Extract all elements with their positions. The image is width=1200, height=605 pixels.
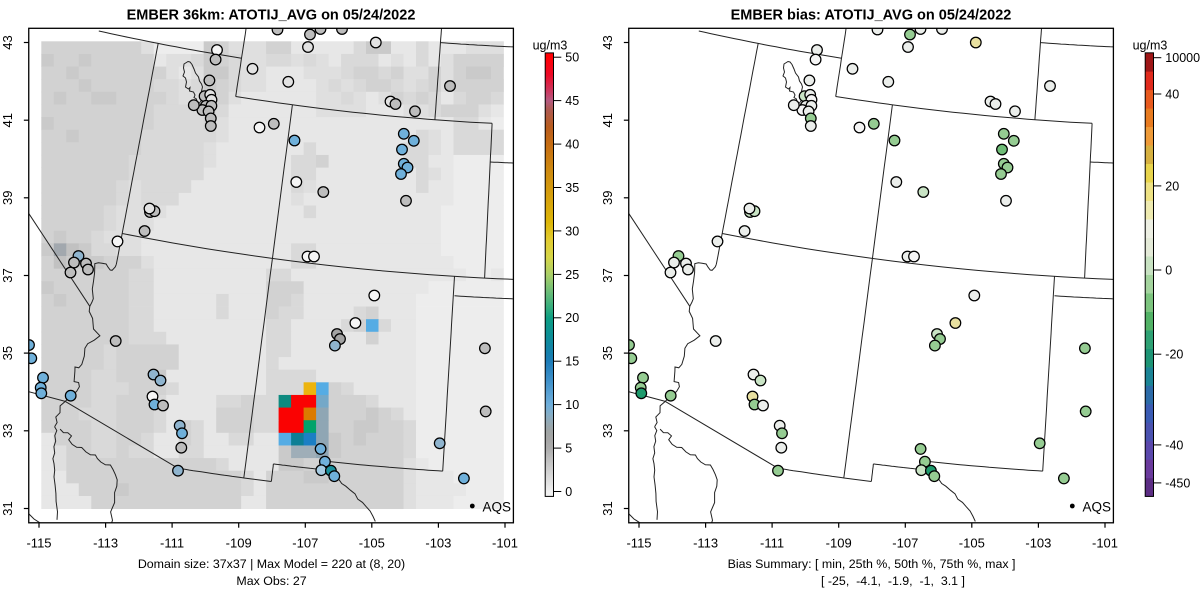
svg-text:20: 20 bbox=[565, 311, 579, 325]
svg-text:-450: -450 bbox=[1165, 476, 1190, 490]
svg-text:-103: -103 bbox=[1025, 535, 1051, 550]
svg-text:33: 33 bbox=[0, 424, 15, 438]
svg-text:31: 31 bbox=[600, 501, 615, 515]
svg-text:-109: -109 bbox=[826, 535, 852, 550]
svg-text:-107: -107 bbox=[292, 535, 318, 550]
svg-text:-105: -105 bbox=[959, 535, 985, 550]
svg-text:31: 31 bbox=[0, 501, 15, 515]
svg-text:ug/m3: ug/m3 bbox=[1133, 39, 1168, 53]
svg-text:41: 41 bbox=[600, 113, 615, 127]
svg-text:37: 37 bbox=[600, 268, 615, 282]
svg-text:-113: -113 bbox=[93, 535, 118, 550]
svg-text:-101: -101 bbox=[492, 535, 518, 550]
svg-text:EMBER 36km: ATOTIJ_AVG on 05/2: EMBER 36km: ATOTIJ_AVG on 05/24/2022 bbox=[127, 7, 416, 23]
svg-text:35: 35 bbox=[565, 181, 579, 195]
svg-text:-40: -40 bbox=[1165, 438, 1183, 452]
svg-text:-107: -107 bbox=[892, 535, 918, 550]
svg-text:-111: -111 bbox=[760, 535, 784, 550]
svg-text:40: 40 bbox=[1165, 87, 1179, 101]
svg-text:20: 20 bbox=[1165, 179, 1179, 193]
svg-text:EMBER bias: ATOTIJ_AVG on 05/2: EMBER bias: ATOTIJ_AVG on 05/24/2022 bbox=[731, 7, 1012, 23]
svg-text:30: 30 bbox=[565, 224, 579, 238]
svg-text:-115: -115 bbox=[26, 535, 51, 550]
svg-text:-113: -113 bbox=[693, 535, 718, 550]
svg-text:10: 10 bbox=[565, 398, 579, 412]
svg-text:40: 40 bbox=[565, 138, 579, 152]
svg-text:0: 0 bbox=[565, 485, 572, 499]
svg-text:-103: -103 bbox=[425, 535, 451, 550]
svg-text:Bias Summary: [ min, 25th %, 5: Bias Summary: [ min, 25th %, 50th %, 75t… bbox=[728, 557, 1016, 571]
svg-text:-101: -101 bbox=[1092, 535, 1118, 550]
svg-text:AQS: AQS bbox=[1083, 499, 1112, 514]
svg-text:Max Obs: 27: Max Obs: 27 bbox=[236, 574, 306, 588]
svg-text:35: 35 bbox=[0, 346, 15, 360]
svg-text:33: 33 bbox=[600, 424, 615, 438]
svg-text:45: 45 bbox=[565, 94, 579, 108]
svg-text:AQS: AQS bbox=[483, 499, 512, 514]
svg-text:25: 25 bbox=[565, 268, 579, 282]
svg-text:-109: -109 bbox=[226, 535, 252, 550]
svg-text:39: 39 bbox=[0, 191, 15, 205]
svg-text:41: 41 bbox=[0, 113, 15, 127]
svg-text:43: 43 bbox=[0, 35, 15, 49]
svg-text:35: 35 bbox=[600, 346, 615, 360]
svg-text:[ -25, -4.1, -1.9, -1, 3.1: [ -25, -4.1, -1.9, -1, 3.1 ] bbox=[821, 574, 965, 588]
svg-text:-115: -115 bbox=[626, 535, 651, 550]
svg-text:50: 50 bbox=[565, 51, 579, 65]
svg-text:5: 5 bbox=[565, 442, 572, 456]
svg-text:43: 43 bbox=[600, 35, 615, 49]
svg-text:39: 39 bbox=[600, 191, 615, 205]
svg-text:-20: -20 bbox=[1165, 348, 1183, 362]
svg-text:0: 0 bbox=[1165, 263, 1172, 277]
svg-text:15: 15 bbox=[565, 355, 579, 369]
svg-text:-111: -111 bbox=[160, 535, 184, 550]
svg-text:-105: -105 bbox=[359, 535, 385, 550]
svg-text:ug/m3: ug/m3 bbox=[533, 39, 568, 53]
svg-text:10000: 10000 bbox=[1165, 51, 1200, 65]
svg-text:Domain size: 37x37 | Max Model: Domain size: 37x37 | Max Model = 220 at … bbox=[138, 557, 405, 571]
svg-text:37: 37 bbox=[0, 268, 15, 282]
